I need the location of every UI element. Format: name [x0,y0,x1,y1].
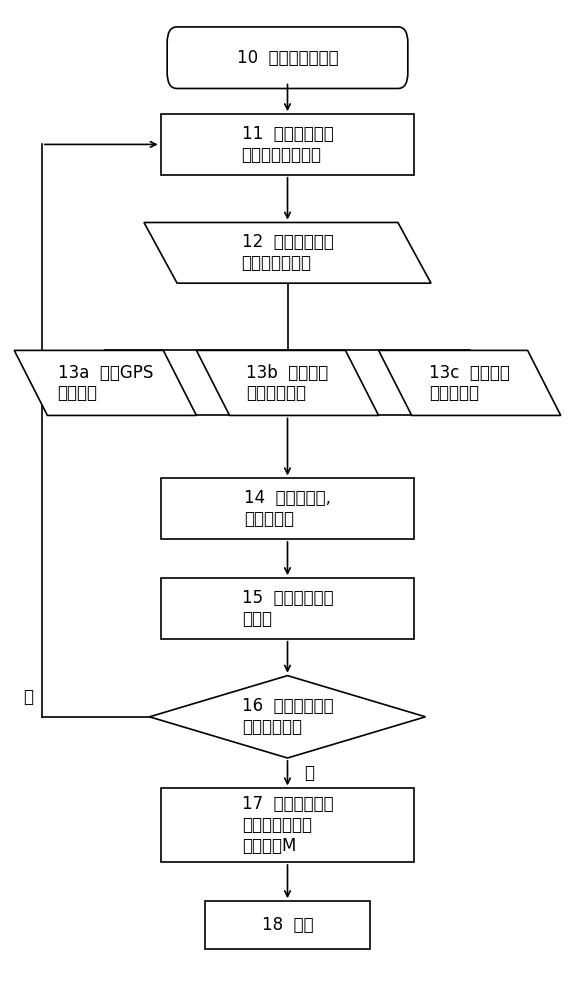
Text: 11  移动设备在使
用过程中采集数据: 11 移动设备在使 用过程中采集数据 [242,125,334,164]
Text: 15  对数据进行人
工标注: 15 对数据进行人 工标注 [242,589,334,628]
Bar [160,114,415,175]
Bar [160,578,415,639]
Text: 16  是否取得足够
多的标记样本: 16 是否取得足够 多的标记样本 [242,697,334,736]
Polygon shape [150,676,426,758]
FancyBboxPatch shape [167,27,408,88]
Text: 17  训练可以利用
不对齐多模态数
据的模型M: 17 训练可以利用 不对齐多模态数 据的模型M [242,795,334,855]
Text: 13a  收集GPS
位置数据: 13a 收集GPS 位置数据 [58,364,153,402]
Text: 18  结束: 18 结束 [262,916,313,934]
Polygon shape [197,350,378,415]
Text: 是: 是 [304,764,314,782]
Polygon shape [378,350,561,415]
Text: 13b  收集后台
应用使用记录: 13b 收集后台 应用使用记录 [246,364,329,402]
Bar [160,788,415,862]
Bar [205,901,370,949]
Text: 10  初始化移动设备: 10 初始化移动设备 [237,49,338,67]
Text: 14  对信号去噪,
填补缺失值: 14 对信号去噪, 填补缺失值 [244,489,331,528]
Bar [160,478,415,539]
Polygon shape [144,222,431,283]
Text: 12  移动设备内置
传感器是否可用: 12 移动设备内置 传感器是否可用 [242,233,334,272]
Polygon shape [14,350,197,415]
Text: 13c  收集运动
传感器数据: 13c 收集运动 传感器数据 [429,364,510,402]
Text: 否: 否 [23,688,33,706]
